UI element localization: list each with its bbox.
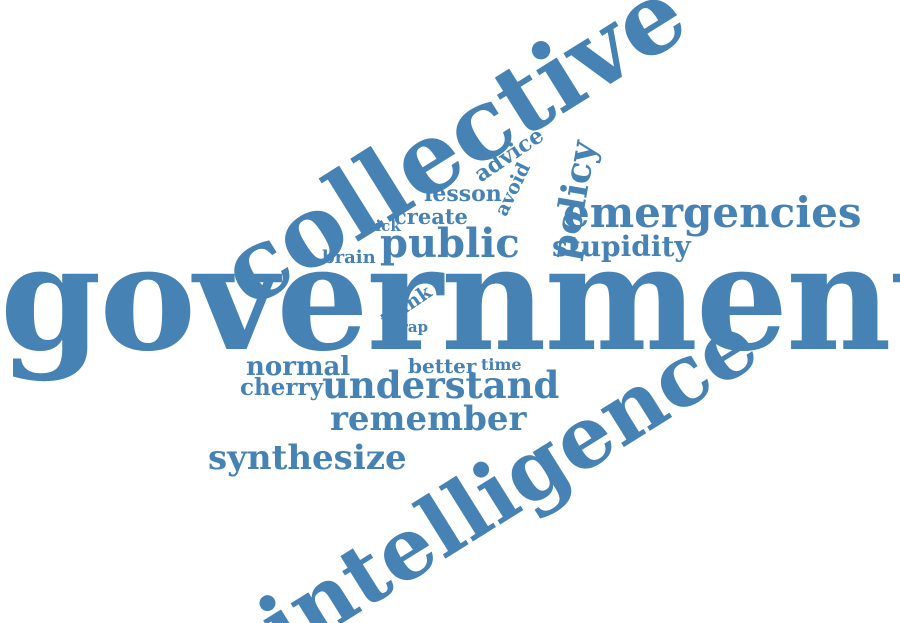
- word-public: public: [380, 220, 520, 267]
- word-emergencies: emergencies: [563, 188, 862, 237]
- word-remember: remember: [330, 399, 527, 439]
- word-brain: brain: [322, 247, 376, 268]
- word-cherry: cherry: [240, 374, 323, 401]
- word-pick: pick: [365, 217, 401, 235]
- word-normal: normal: [246, 352, 351, 382]
- word-time: time: [481, 355, 522, 374]
- word-create: create: [394, 204, 468, 229]
- word-government: government: [0, 214, 900, 384]
- word-synthesize: synthesize: [208, 438, 407, 478]
- word-lesson: lesson: [424, 181, 502, 207]
- word-better: better: [408, 354, 477, 378]
- word-understand: understand: [322, 363, 560, 407]
- word-stupidity: stupidity: [552, 230, 691, 263]
- word-trap: trap: [393, 318, 429, 336]
